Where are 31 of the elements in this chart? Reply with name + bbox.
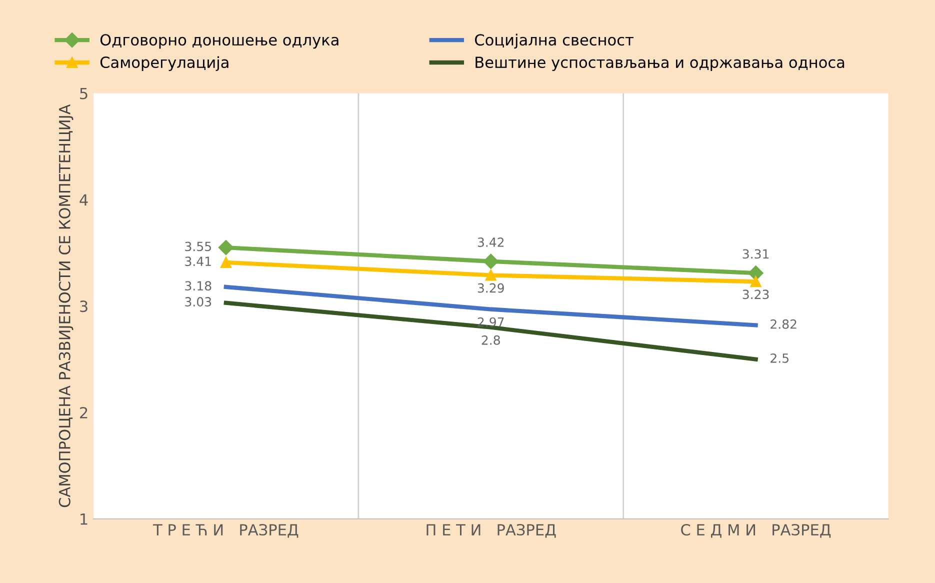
- data-label: 2.97: [478, 317, 504, 327]
- legend-label: Одговорно доношење одлука: [100, 34, 338, 49]
- y-axis-title: САМОПРОЦЕНА РАЗВИЈЕНОСТИ СЕ КОМПЕТЕНЦИЈА: [58, 104, 74, 508]
- y-tick-label: 1: [80, 514, 88, 525]
- y-tick-label: 3: [80, 300, 88, 312]
- data-label: 3.23: [742, 290, 769, 300]
- data-label: 3.55: [185, 242, 211, 252]
- y-tick-label: 2: [80, 406, 88, 418]
- legend-label: Саморегулација: [100, 56, 228, 72]
- data-label: 3.31: [742, 249, 769, 259]
- point: [483, 254, 498, 269]
- data-label: 3.03: [185, 297, 212, 307]
- legend-label: Вештине успостављања и одржавања односа: [476, 56, 844, 72]
- x-tick-label: Т Р Е Ћ И РАЗРЕД: [152, 524, 298, 538]
- legend-label: Социјална свесност: [475, 34, 634, 49]
- point: [485, 270, 496, 281]
- data-label: 3.41: [185, 256, 211, 266]
- y-tick-label: 5: [80, 88, 88, 100]
- data-label: 2.8: [482, 335, 500, 345]
- data-label: 3.42: [478, 238, 504, 247]
- x-tick-label: П Е Т И РАЗРЕД: [426, 524, 556, 538]
- data-label: 2.82: [770, 319, 796, 329]
- y-tick-label: 4: [80, 194, 88, 206]
- data-label: 3.18: [185, 281, 212, 291]
- data-label: 2.5: [770, 353, 788, 363]
- point: [220, 256, 232, 268]
- point: [748, 266, 764, 281]
- point: [218, 240, 234, 256]
- x-tick-label: С Е Д М И РАЗРЕД: [681, 524, 831, 538]
- point: [750, 276, 762, 288]
- data-label: 3.29: [478, 283, 504, 293]
